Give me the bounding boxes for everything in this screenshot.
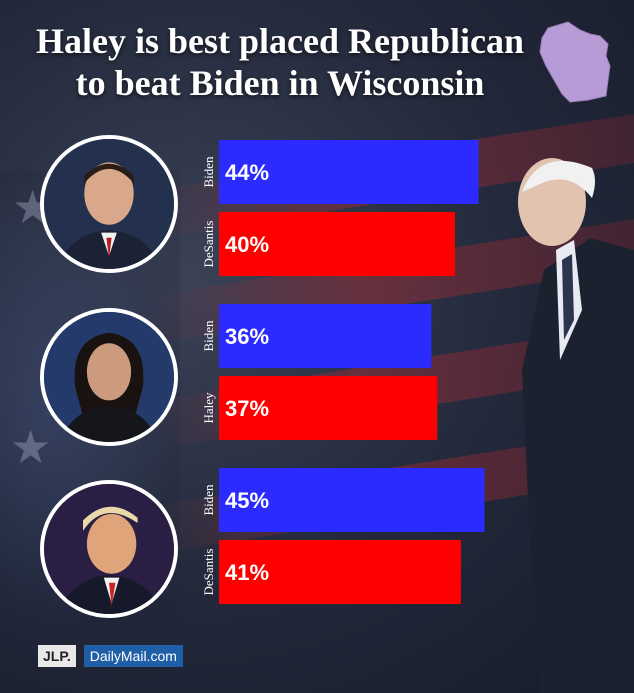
category-label: Haley	[201, 392, 216, 424]
logo-bar: JLP. DailyMail.com	[38, 645, 183, 667]
bar-haley-2	[219, 376, 438, 440]
value-label: 37%	[225, 396, 269, 421]
wisconsin-map-icon	[539, 21, 611, 103]
category-label: Biden	[201, 156, 216, 188]
value-label: 44%	[225, 160, 269, 185]
title-line-1: Haley is best placed Republican	[35, 21, 525, 61]
bar-desantis-3	[219, 540, 461, 604]
dailymail-logo[interactable]: DailyMail.com	[83, 645, 183, 667]
category-label: Biden	[201, 484, 216, 516]
trump-portrait	[40, 480, 178, 618]
bar-biden-3	[219, 468, 485, 532]
category-label: DeSantis	[201, 221, 216, 268]
haley-portrait	[40, 308, 178, 446]
value-label: 45%	[225, 488, 269, 513]
bar-desantis-1	[219, 212, 455, 276]
jlp-logo: JLP.	[38, 645, 76, 667]
value-label: 40%	[225, 232, 269, 257]
bar-biden-1	[219, 140, 479, 204]
value-label: 36%	[225, 324, 269, 349]
title-line-2: to beat Biden in Wisconsin	[75, 63, 485, 103]
category-label: DeSantis	[201, 549, 216, 596]
biden-figure	[518, 158, 634, 693]
value-label: 41%	[225, 560, 269, 585]
desantis-portrait	[40, 135, 178, 273]
star-icon: ★	[10, 421, 52, 473]
chart-title: Haley is best placed Republican to beat …	[0, 20, 560, 104]
bar-biden-2	[219, 304, 432, 368]
category-label: Biden	[201, 320, 216, 352]
